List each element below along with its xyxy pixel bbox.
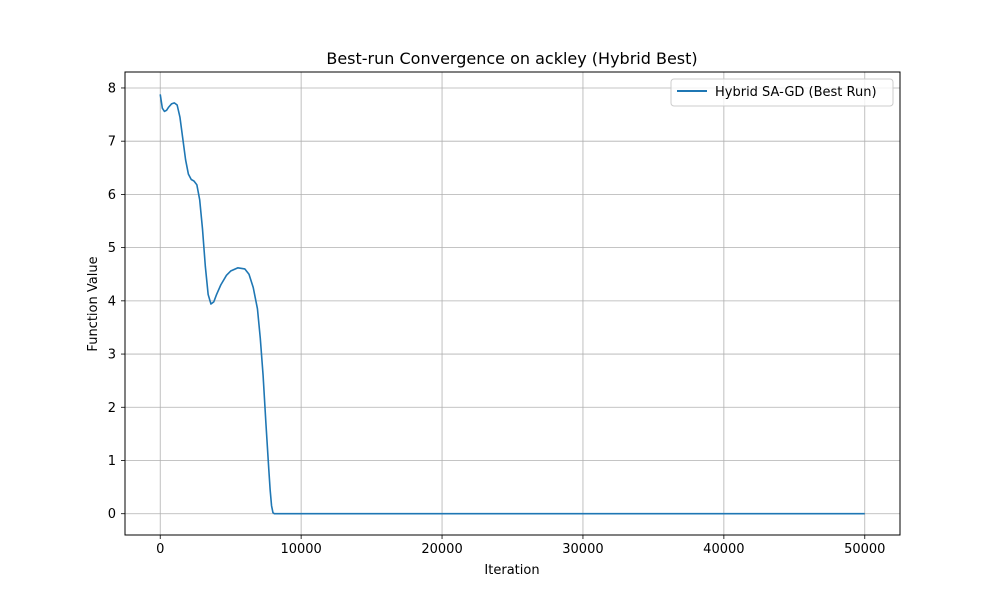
series-layer: [159, 94, 865, 515]
y-tick-label: 2: [108, 401, 116, 416]
y-tick-label: 1: [108, 454, 116, 469]
legend-box: [670, 78, 894, 107]
y-tick-label: 5: [108, 241, 116, 256]
x-tick-label: 30000: [562, 542, 603, 557]
y-axis: 0 1 2 3 4 5 6 7 8: [108, 81, 125, 522]
series-line: [159, 94, 865, 515]
legend: Hybrid SA-GD (Best Run): [670, 78, 894, 107]
legend-label: Hybrid SA-GD (Best Run): [715, 85, 877, 100]
y-tick-label: 8: [108, 81, 116, 96]
y-tick-label: 0: [108, 507, 116, 522]
y-axis-label: Function Value: [86, 256, 101, 351]
grid: [125, 72, 900, 535]
x-tick-label: 0: [156, 542, 164, 557]
x-axis: 0 10000 20000 30000 40000 50000: [156, 535, 885, 557]
y-tick-label: 3: [108, 348, 116, 363]
x-tick-label: 10000: [280, 542, 321, 557]
chart-title: Best-run Convergence on ackley (Hybrid B…: [326, 49, 697, 68]
x-tick-label: 40000: [703, 542, 744, 557]
y-tick-label: 7: [108, 135, 116, 150]
x-axis-label: Iteration: [484, 563, 539, 578]
y-tick-label: 6: [108, 188, 116, 203]
x-tick-label: 50000: [844, 542, 885, 557]
plot-area-frame: [124, 71, 901, 536]
x-tick-label: 20000: [421, 542, 462, 557]
y-tick-label: 4: [108, 294, 116, 309]
